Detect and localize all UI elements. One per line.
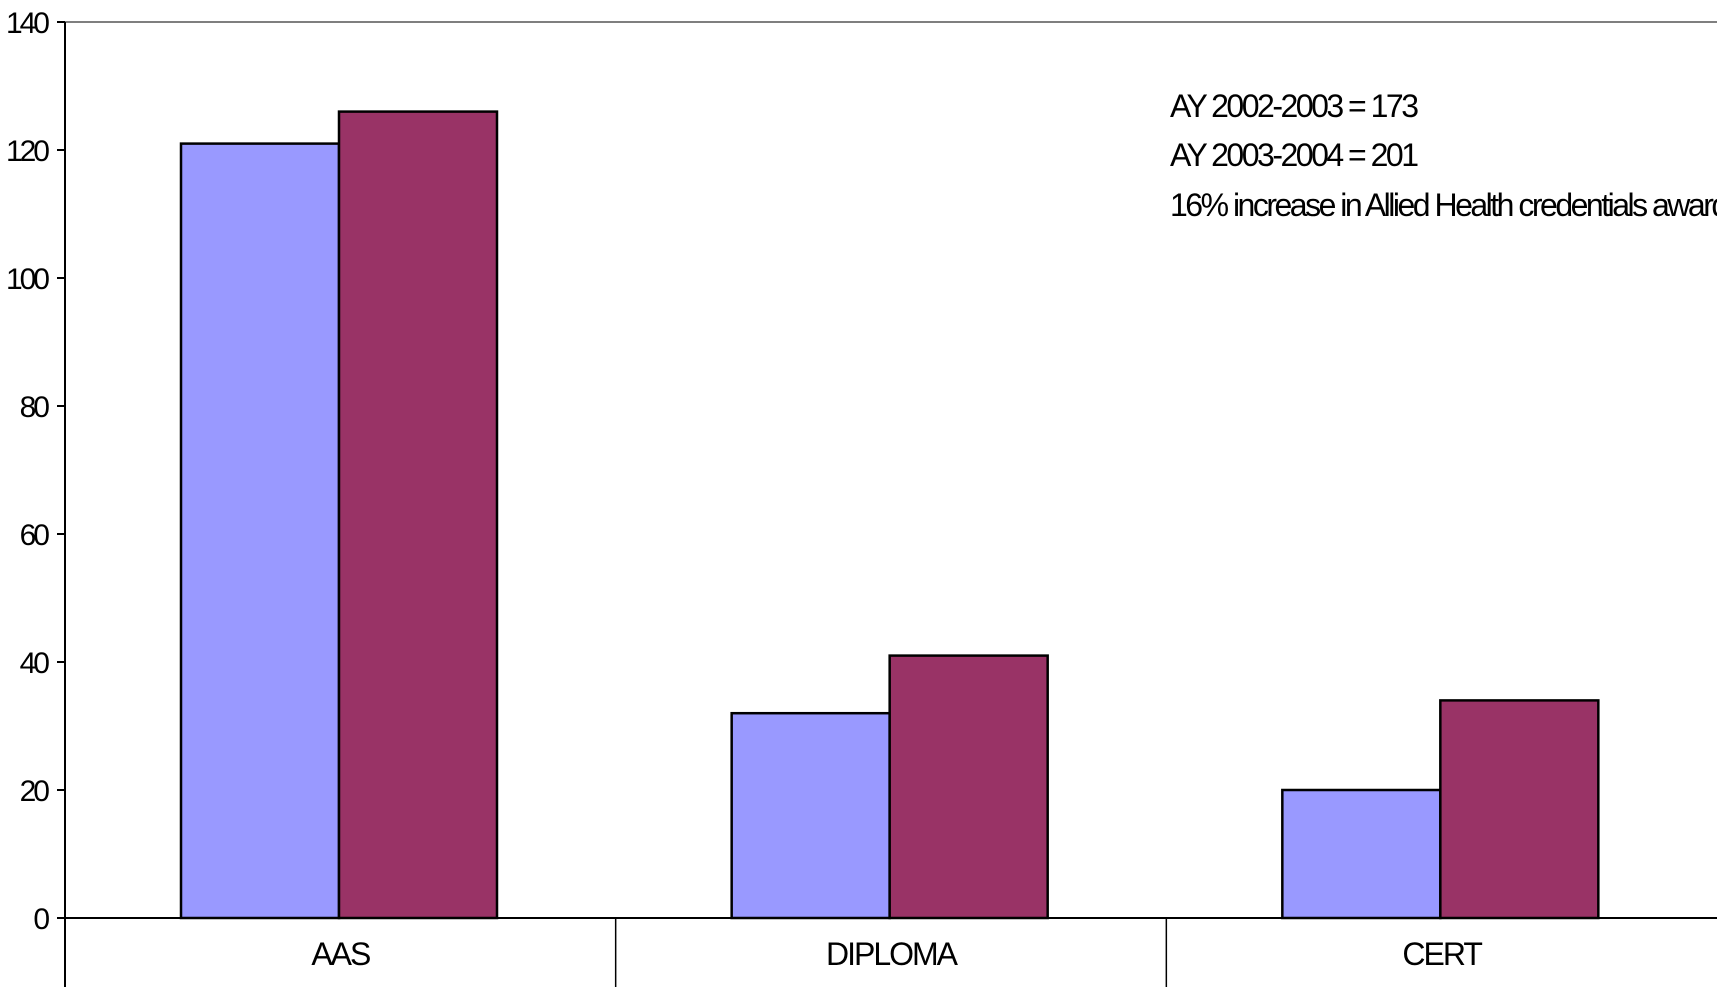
y-axis: 0 20 40 60 80 100 120 140 bbox=[6, 7, 65, 936]
bar-cert-series-2 bbox=[1439, 699, 1600, 920]
bar-diploma-series-2 bbox=[888, 654, 1049, 920]
annotation-line-2: AY 2003-2004 = 201 bbox=[1170, 137, 1418, 173]
x-axis: AAS DIPLOMA CERT bbox=[65, 917, 1717, 987]
x-category-label: CERT bbox=[1402, 936, 1482, 972]
y-tick-label: 20 bbox=[20, 775, 50, 808]
y-tick-label: 140 bbox=[6, 7, 49, 40]
y-tick-label: 40 bbox=[20, 647, 50, 680]
y-tick-label: 60 bbox=[20, 519, 50, 552]
x-category-label: DIPLOMA bbox=[826, 936, 959, 972]
y-tick-label: 80 bbox=[20, 391, 50, 424]
y-tick-label: 0 bbox=[33, 903, 49, 936]
annotation-line-1: AY 2002-2003 = 173 bbox=[1170, 88, 1418, 124]
plot-frame bbox=[64, 21, 1717, 987]
bar-diploma-series-1 bbox=[730, 711, 891, 920]
y-tick-label: 100 bbox=[6, 263, 49, 296]
y-tick-label: 120 bbox=[6, 135, 49, 168]
bar-aas-series-2 bbox=[337, 110, 499, 920]
annotation-line-3: 16% increase in Allied Health credential… bbox=[1170, 187, 1717, 223]
bar-cert-series-1 bbox=[1281, 788, 1442, 920]
bar-aas-series-1 bbox=[179, 142, 341, 920]
annotation-block: AY 2002-2003 = 173 AY 2003-2004 = 201 16… bbox=[1170, 88, 1717, 223]
x-category-label: AAS bbox=[311, 936, 370, 972]
bars-group bbox=[179, 110, 1600, 920]
